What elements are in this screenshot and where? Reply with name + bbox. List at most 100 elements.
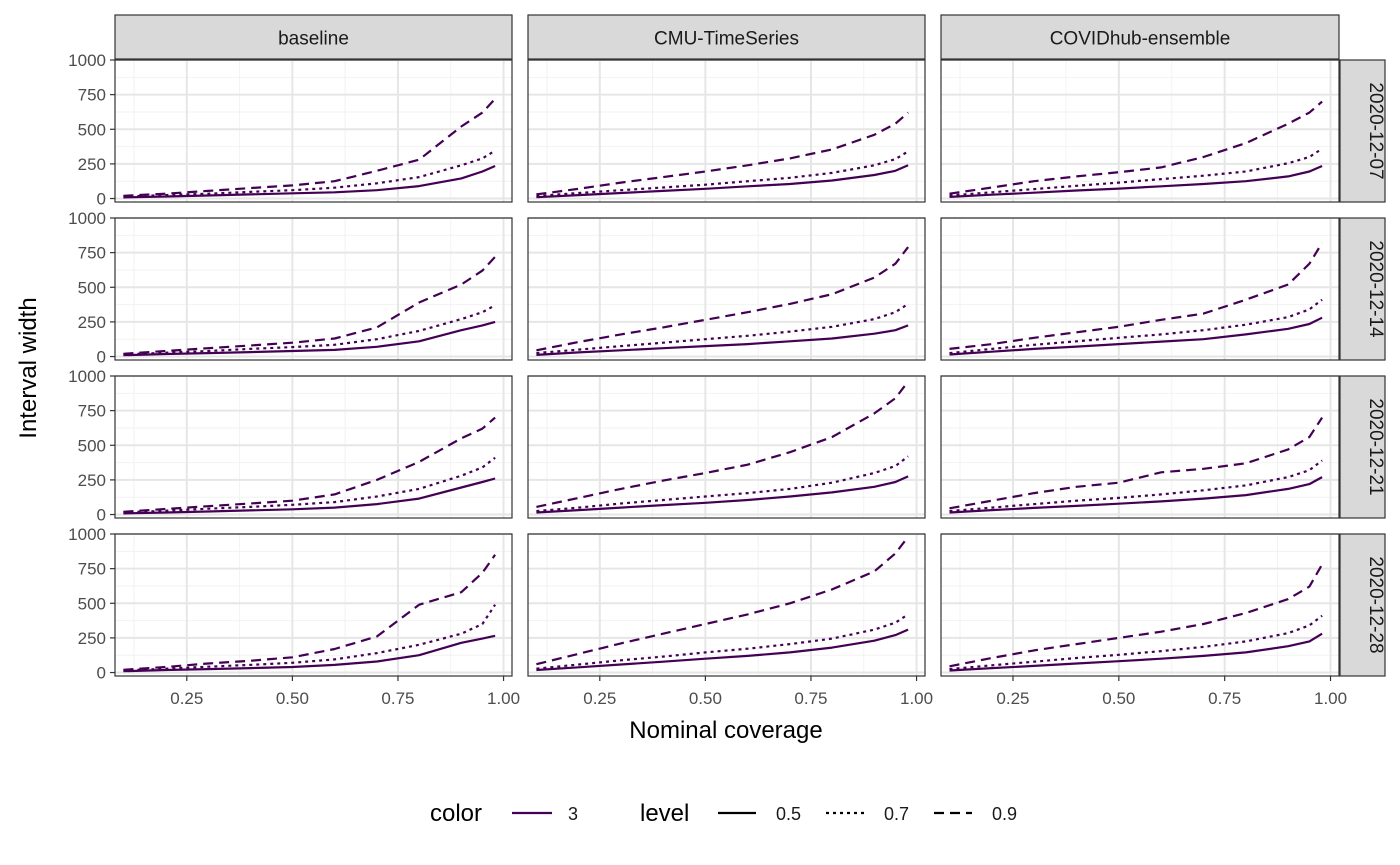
column-strip-label: baseline bbox=[278, 29, 349, 50]
series-line-level-0.7 bbox=[536, 613, 909, 670]
row-strip-label: 2020-12-28 bbox=[1365, 556, 1386, 653]
panel-border bbox=[114, 217, 513, 361]
y-tick-label: 1000 bbox=[68, 525, 106, 544]
panel-background bbox=[941, 218, 1339, 360]
x-axis-title: Nominal coverage bbox=[629, 717, 822, 744]
series-line-level-0.5 bbox=[123, 477, 496, 515]
column-strip-label: COVIDhub-ensemble bbox=[1050, 29, 1231, 50]
x-tick-label: 0.75 bbox=[381, 689, 414, 708]
panel-background bbox=[115, 218, 512, 360]
strip-background bbox=[1339, 533, 1386, 677]
x-tick-label: 1.00 bbox=[487, 689, 520, 708]
x-tick-label: 0.50 bbox=[276, 689, 309, 708]
panel-background bbox=[528, 218, 925, 360]
series-line-level-0.7 bbox=[949, 614, 1323, 671]
legend-level-title: level bbox=[640, 800, 689, 827]
column-strip: CMU-TimeSeries bbox=[527, 14, 926, 60]
strip-background bbox=[940, 14, 1340, 60]
series-line-level-0.9 bbox=[949, 563, 1324, 668]
y-axis-title: Interval width bbox=[15, 297, 42, 438]
strip-background bbox=[1339, 217, 1386, 361]
panel-background bbox=[115, 376, 512, 518]
y-tick-label: 0 bbox=[97, 506, 106, 525]
panel-border bbox=[527, 217, 926, 361]
row-strip: 2020-12-07 bbox=[1339, 59, 1386, 203]
panel-background bbox=[115, 534, 512, 676]
panel-CMU-TimeSeries-2020-12-28 bbox=[527, 533, 926, 677]
y-tick-label: 250 bbox=[78, 471, 106, 490]
row-strip-label: 2020-12-21 bbox=[1365, 398, 1386, 495]
y-tick-label: 500 bbox=[78, 436, 106, 455]
y-tick-labels: 0250500750100002505007501000025050075010… bbox=[68, 51, 115, 683]
x-tick-label: 0.75 bbox=[1208, 689, 1241, 708]
series-line-level-0.5 bbox=[123, 320, 496, 357]
y-tick-label: 0 bbox=[97, 664, 106, 683]
y-tick-label: 750 bbox=[78, 560, 106, 579]
y-tick-label: 1000 bbox=[68, 367, 106, 386]
panel-COVIDhub-ensemble-2020-12-14 bbox=[940, 217, 1340, 361]
y-tick-label: 500 bbox=[78, 594, 106, 613]
panel-border bbox=[527, 533, 926, 677]
y-tick-label: 250 bbox=[78, 313, 106, 332]
series-line-level-0.7 bbox=[949, 147, 1323, 197]
panel-border bbox=[527, 375, 926, 519]
panel-baseline-2020-12-21 bbox=[114, 375, 513, 519]
panel-background bbox=[528, 60, 925, 202]
panel-border bbox=[114, 533, 513, 677]
series-line-level-0.9 bbox=[536, 536, 909, 666]
panel-COVIDhub-ensemble-2020-12-07 bbox=[940, 59, 1340, 203]
panel-border bbox=[114, 59, 513, 203]
y-tick-label: 500 bbox=[78, 120, 106, 139]
x-tick-label: 1.00 bbox=[1314, 689, 1347, 708]
x-tick-label: 0.25 bbox=[170, 689, 203, 708]
y-tick-label: 1000 bbox=[68, 51, 106, 70]
y-tick-label: 1000 bbox=[68, 209, 106, 228]
panel-background bbox=[941, 534, 1339, 676]
x-tick-label: 0.50 bbox=[689, 689, 722, 708]
x-tick-label: 0.25 bbox=[583, 689, 616, 708]
column-strips: baseline CMU-TimeSeries COVIDhub-ensemble bbox=[114, 14, 1340, 60]
series-line-level-0.5 bbox=[949, 316, 1323, 356]
series-line-level-0.5 bbox=[536, 475, 909, 514]
series-line-level-0.7 bbox=[123, 456, 496, 514]
panel-border bbox=[527, 59, 926, 203]
x-tick-label: 1.00 bbox=[900, 689, 933, 708]
series-line-level-0.9 bbox=[949, 416, 1324, 510]
panel-CMU-TimeSeries-2020-12-07 bbox=[527, 59, 926, 203]
panel-border bbox=[940, 375, 1340, 519]
column-strip-label: CMU-TimeSeries bbox=[654, 29, 799, 50]
x-tick-label: 0.50 bbox=[1102, 689, 1135, 708]
panel-CMU-TimeSeries-2020-12-14 bbox=[527, 217, 926, 361]
series-line-level-0.9 bbox=[949, 242, 1324, 350]
panel-border bbox=[940, 59, 1340, 203]
legend: color 3 level 0.5 0.7 0.9 bbox=[430, 800, 1017, 827]
strip-background bbox=[114, 14, 513, 60]
y-tick-label: 0 bbox=[97, 348, 106, 367]
series-line-level-0.7 bbox=[123, 149, 496, 198]
panel-CMU-TimeSeries-2020-12-21 bbox=[527, 375, 926, 519]
series-line-level-0.5 bbox=[123, 634, 496, 673]
series-line-level-0.5 bbox=[123, 164, 496, 199]
panel-border bbox=[940, 533, 1340, 677]
row-strip-label: 2020-12-14 bbox=[1365, 240, 1386, 338]
legend-color-label: 3 bbox=[568, 804, 578, 824]
y-tick-label: 500 bbox=[78, 278, 106, 297]
x-tick-labels: 0.25 0.50 0.75 1.00 0.25 0.50 0.75 1.00 0.25 0.50… bbox=[170, 676, 1347, 708]
row-strip-label: 2020-12-07 bbox=[1365, 82, 1386, 179]
series-line-level-0.5 bbox=[536, 324, 909, 356]
y-tick-label: 750 bbox=[78, 86, 106, 105]
series-line-level-0.9 bbox=[536, 246, 909, 352]
x-tick-label: 0.25 bbox=[996, 689, 1029, 708]
series-line-level-0.5 bbox=[949, 476, 1323, 514]
series-line-level-0.7 bbox=[536, 302, 909, 355]
series-line-level-0.9 bbox=[123, 98, 496, 197]
series-line-level-0.9 bbox=[123, 416, 496, 513]
row-strip: 2020-12-28 bbox=[1339, 533, 1386, 677]
strip-background bbox=[527, 14, 926, 60]
panel-border bbox=[940, 217, 1340, 361]
series-line-level-0.5 bbox=[949, 164, 1323, 198]
series-line-level-0.9 bbox=[123, 554, 496, 671]
column-strip: baseline bbox=[114, 14, 513, 60]
panel-background bbox=[528, 534, 925, 676]
